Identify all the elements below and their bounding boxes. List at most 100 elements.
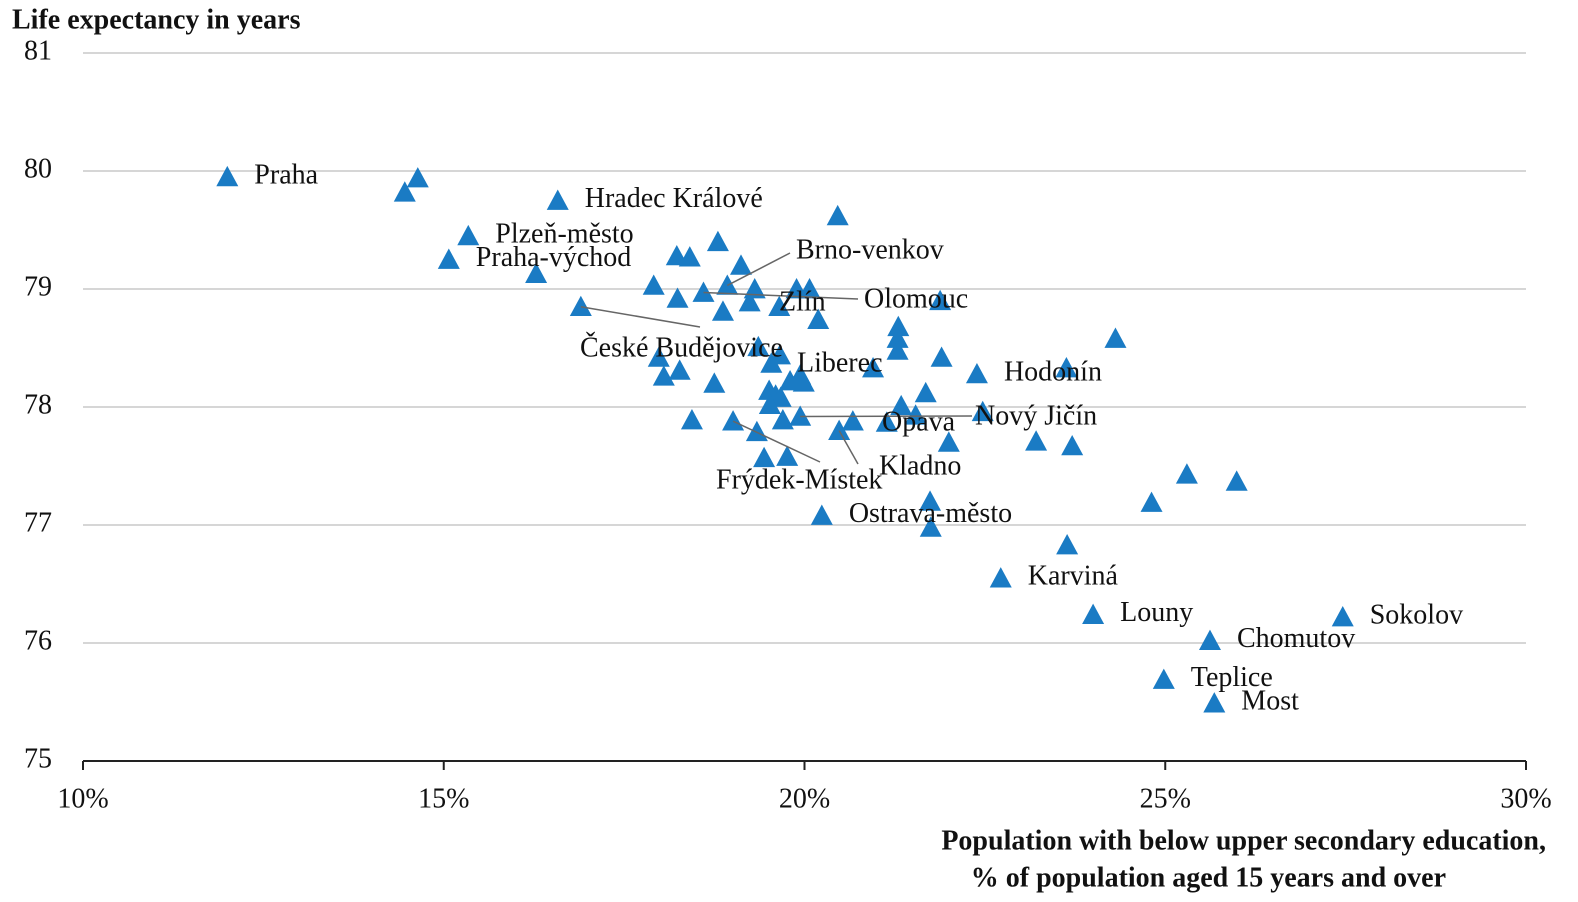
point bbox=[437, 248, 460, 269]
point bbox=[1025, 430, 1048, 451]
y-tick-label: 78 bbox=[24, 389, 52, 420]
point-label: Kladno bbox=[879, 450, 961, 481]
point-label: Olomouc bbox=[864, 283, 968, 314]
leader-line bbox=[838, 430, 859, 465]
point bbox=[666, 287, 689, 308]
point bbox=[919, 516, 942, 537]
point bbox=[841, 410, 864, 431]
x-axis-title: % of population aged 15 years and over bbox=[971, 862, 1446, 893]
point bbox=[776, 445, 799, 466]
point-label: Liberec bbox=[797, 347, 883, 378]
point-label: Zlín bbox=[779, 286, 826, 317]
point bbox=[929, 289, 952, 311]
point bbox=[678, 246, 701, 267]
point bbox=[406, 167, 429, 188]
point-label: Frýdek-Místek bbox=[716, 464, 882, 495]
point bbox=[680, 408, 703, 430]
point-label: Hodonín bbox=[1004, 356, 1102, 387]
point-label: Teplice bbox=[1191, 662, 1273, 693]
point bbox=[828, 419, 851, 440]
point bbox=[738, 290, 761, 312]
chart-title: Life expectancy in years bbox=[12, 4, 301, 35]
x-tick-label: 10% bbox=[57, 783, 108, 814]
y-tick-label: 79 bbox=[24, 271, 52, 302]
point bbox=[1225, 470, 1248, 491]
point-label: Brno-venkov bbox=[796, 234, 944, 265]
point bbox=[758, 393, 781, 414]
point-label: Sokolov bbox=[1370, 599, 1463, 630]
point bbox=[886, 327, 909, 348]
point-label: Louny bbox=[1120, 597, 1193, 628]
point bbox=[1152, 668, 1175, 689]
point bbox=[1198, 629, 1221, 650]
point bbox=[919, 490, 942, 511]
point bbox=[1104, 327, 1127, 348]
point bbox=[1175, 463, 1198, 484]
point-label: Nový Jičín bbox=[975, 400, 1097, 431]
point-label: Plzeň-město bbox=[495, 218, 633, 249]
x-tick-label: 20% bbox=[779, 783, 830, 814]
point bbox=[730, 254, 753, 275]
point bbox=[771, 408, 794, 430]
x-tick-label: 15% bbox=[418, 783, 469, 814]
point bbox=[890, 394, 913, 416]
leader-line bbox=[732, 420, 821, 463]
point-label: Hradec Králové bbox=[585, 183, 763, 214]
point bbox=[1056, 534, 1079, 555]
point bbox=[779, 370, 802, 391]
point bbox=[745, 420, 768, 442]
point bbox=[930, 346, 953, 367]
point bbox=[692, 281, 715, 302]
point bbox=[768, 295, 791, 317]
point bbox=[989, 567, 1012, 588]
point bbox=[826, 204, 849, 226]
point bbox=[652, 365, 675, 386]
point-label: Praha-východ bbox=[476, 242, 632, 273]
point bbox=[642, 274, 665, 295]
point bbox=[1082, 603, 1105, 625]
point bbox=[810, 504, 833, 525]
leader-line bbox=[703, 291, 859, 300]
point bbox=[798, 278, 821, 299]
y-tick-label: 81 bbox=[24, 35, 52, 66]
x-tick-label: 25% bbox=[1140, 783, 1191, 814]
point bbox=[216, 165, 239, 187]
point bbox=[546, 189, 569, 210]
point bbox=[914, 381, 937, 403]
point-label: Karviná bbox=[1028, 561, 1119, 592]
point bbox=[768, 344, 791, 365]
point bbox=[711, 300, 734, 321]
point bbox=[706, 230, 729, 252]
point bbox=[393, 181, 416, 202]
y-tick-label: 76 bbox=[24, 625, 52, 656]
point-label: České Budějovice bbox=[580, 332, 783, 363]
leader-line bbox=[580, 305, 701, 328]
point bbox=[937, 431, 960, 452]
y-tick-label: 75 bbox=[24, 743, 52, 774]
point-label: Chomutov bbox=[1237, 623, 1355, 654]
point-label: Opava bbox=[882, 406, 956, 437]
point bbox=[747, 335, 770, 357]
point-label: Ostrava-město bbox=[849, 498, 1012, 529]
point bbox=[753, 446, 776, 468]
point bbox=[1061, 434, 1084, 456]
point bbox=[1203, 692, 1226, 713]
point bbox=[904, 404, 927, 425]
point bbox=[965, 362, 988, 384]
x-axis-title: Population with below upper secondary ed… bbox=[941, 825, 1546, 856]
point bbox=[758, 379, 781, 400]
point bbox=[807, 308, 830, 330]
point bbox=[792, 371, 815, 392]
point bbox=[886, 339, 909, 360]
point bbox=[971, 400, 994, 422]
point bbox=[1055, 357, 1078, 378]
point bbox=[789, 405, 812, 426]
point bbox=[862, 357, 885, 378]
point bbox=[569, 295, 592, 317]
point-label: Most bbox=[1241, 686, 1299, 717]
x-tick-label: 30% bbox=[1500, 783, 1551, 814]
point bbox=[703, 372, 726, 393]
point bbox=[457, 224, 480, 246]
point bbox=[668, 359, 691, 380]
